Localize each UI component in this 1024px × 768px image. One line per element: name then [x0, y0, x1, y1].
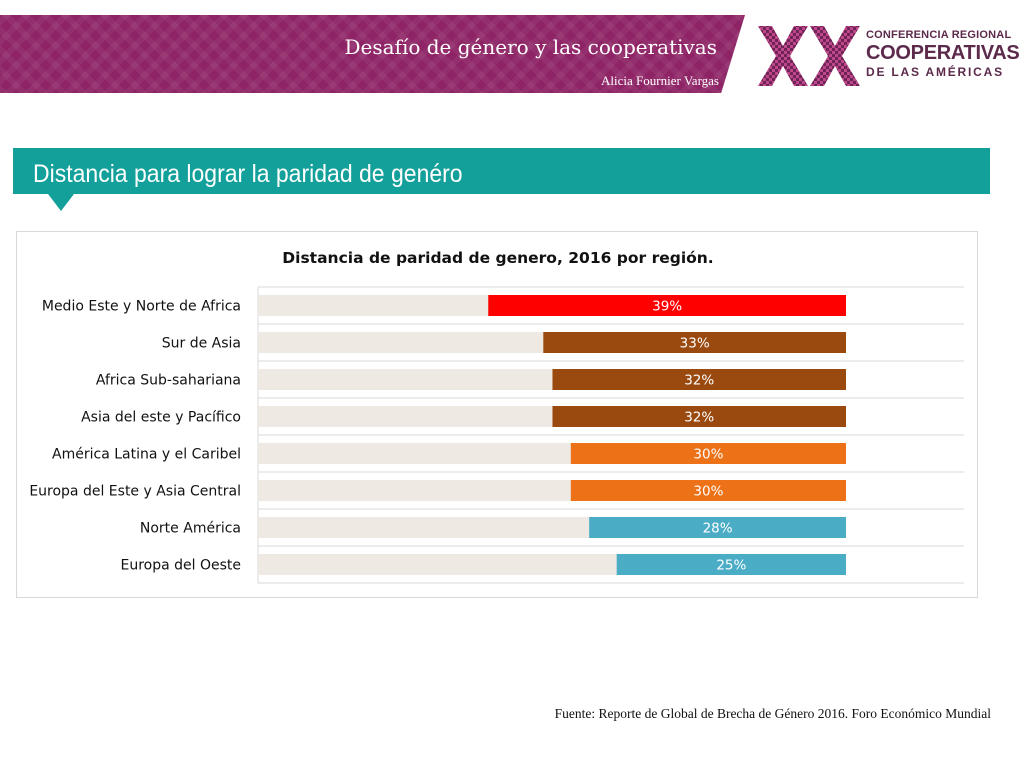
bar — [570, 443, 846, 464]
logo-line-1: CONFERENCIA REGIONAL — [866, 29, 1012, 41]
logo-line-3: DE LAS AMÉRICAS — [866, 65, 1004, 79]
bar — [543, 332, 846, 353]
chart-title: Distancia de paridad de genero, 2016 por… — [282, 249, 713, 267]
conference-logo: CONFERENCIA REGIONAL COOPERATIVAS DE LAS… — [754, 24, 1020, 88]
section-header: Distancia para lograr la paridad de gené… — [13, 148, 990, 194]
category-label: Africa Sub-sahariana — [96, 373, 241, 389]
data-label: 25% — [716, 558, 746, 574]
bar — [552, 369, 846, 390]
category-label: Medio Este y Norte de Africa — [42, 299, 241, 315]
category-label: Sur de Asia — [162, 336, 241, 352]
section-pointer — [48, 194, 74, 211]
bar-chart: Distancia de paridad de genero, 2016 por… — [29, 249, 964, 584]
bar — [589, 517, 846, 538]
author-name: Alicia Fournier Vargas — [601, 73, 719, 88]
data-label: 39% — [652, 299, 682, 315]
presentation-title: Desafío de género y las cooperativas — [344, 35, 718, 59]
data-label: 33% — [680, 336, 710, 352]
data-label: 30% — [693, 484, 723, 500]
bars — [488, 295, 846, 575]
data-labels: 39% 33% 32% 32% 30% 30% 28% 25% — [652, 299, 746, 574]
source-note: Fuente: Reporte de Global de Brecha de G… — [554, 706, 991, 721]
header-banner: Desafío de género y las cooperativas Ali… — [0, 15, 745, 93]
chart-container: Distancia de paridad de genero, 2016 por… — [16, 231, 978, 598]
category-label: Norte América — [140, 521, 241, 537]
category-labels: Medio Este y Norte de Africa Sur de Asia A… — [29, 299, 241, 574]
category-label: Europa del Este y Asia Central — [29, 484, 241, 500]
section-title: Distancia para lograr la paridad de gené… — [33, 160, 463, 188]
bar — [616, 554, 846, 575]
data-label: 30% — [693, 447, 723, 463]
xx-logo-mark — [758, 26, 860, 86]
data-label: 32% — [684, 410, 714, 426]
chart-gridlines — [257, 286, 964, 584]
logo-line-2: COOPERATIVAS — [866, 42, 1020, 64]
category-label: América Latina y el Caribel — [52, 447, 241, 463]
data-label: 32% — [684, 373, 714, 389]
category-label: Europa del Oeste — [120, 558, 241, 574]
data-label: 28% — [703, 521, 733, 537]
bar — [552, 406, 846, 427]
conference-name: CONFERENCIA REGIONAL COOPERATIVAS DE LAS… — [866, 29, 1020, 79]
bar — [570, 480, 846, 501]
category-label: Asia del este y Pacífico — [81, 410, 241, 426]
xx-logo-text — [758, 26, 860, 86]
bar — [488, 295, 846, 316]
